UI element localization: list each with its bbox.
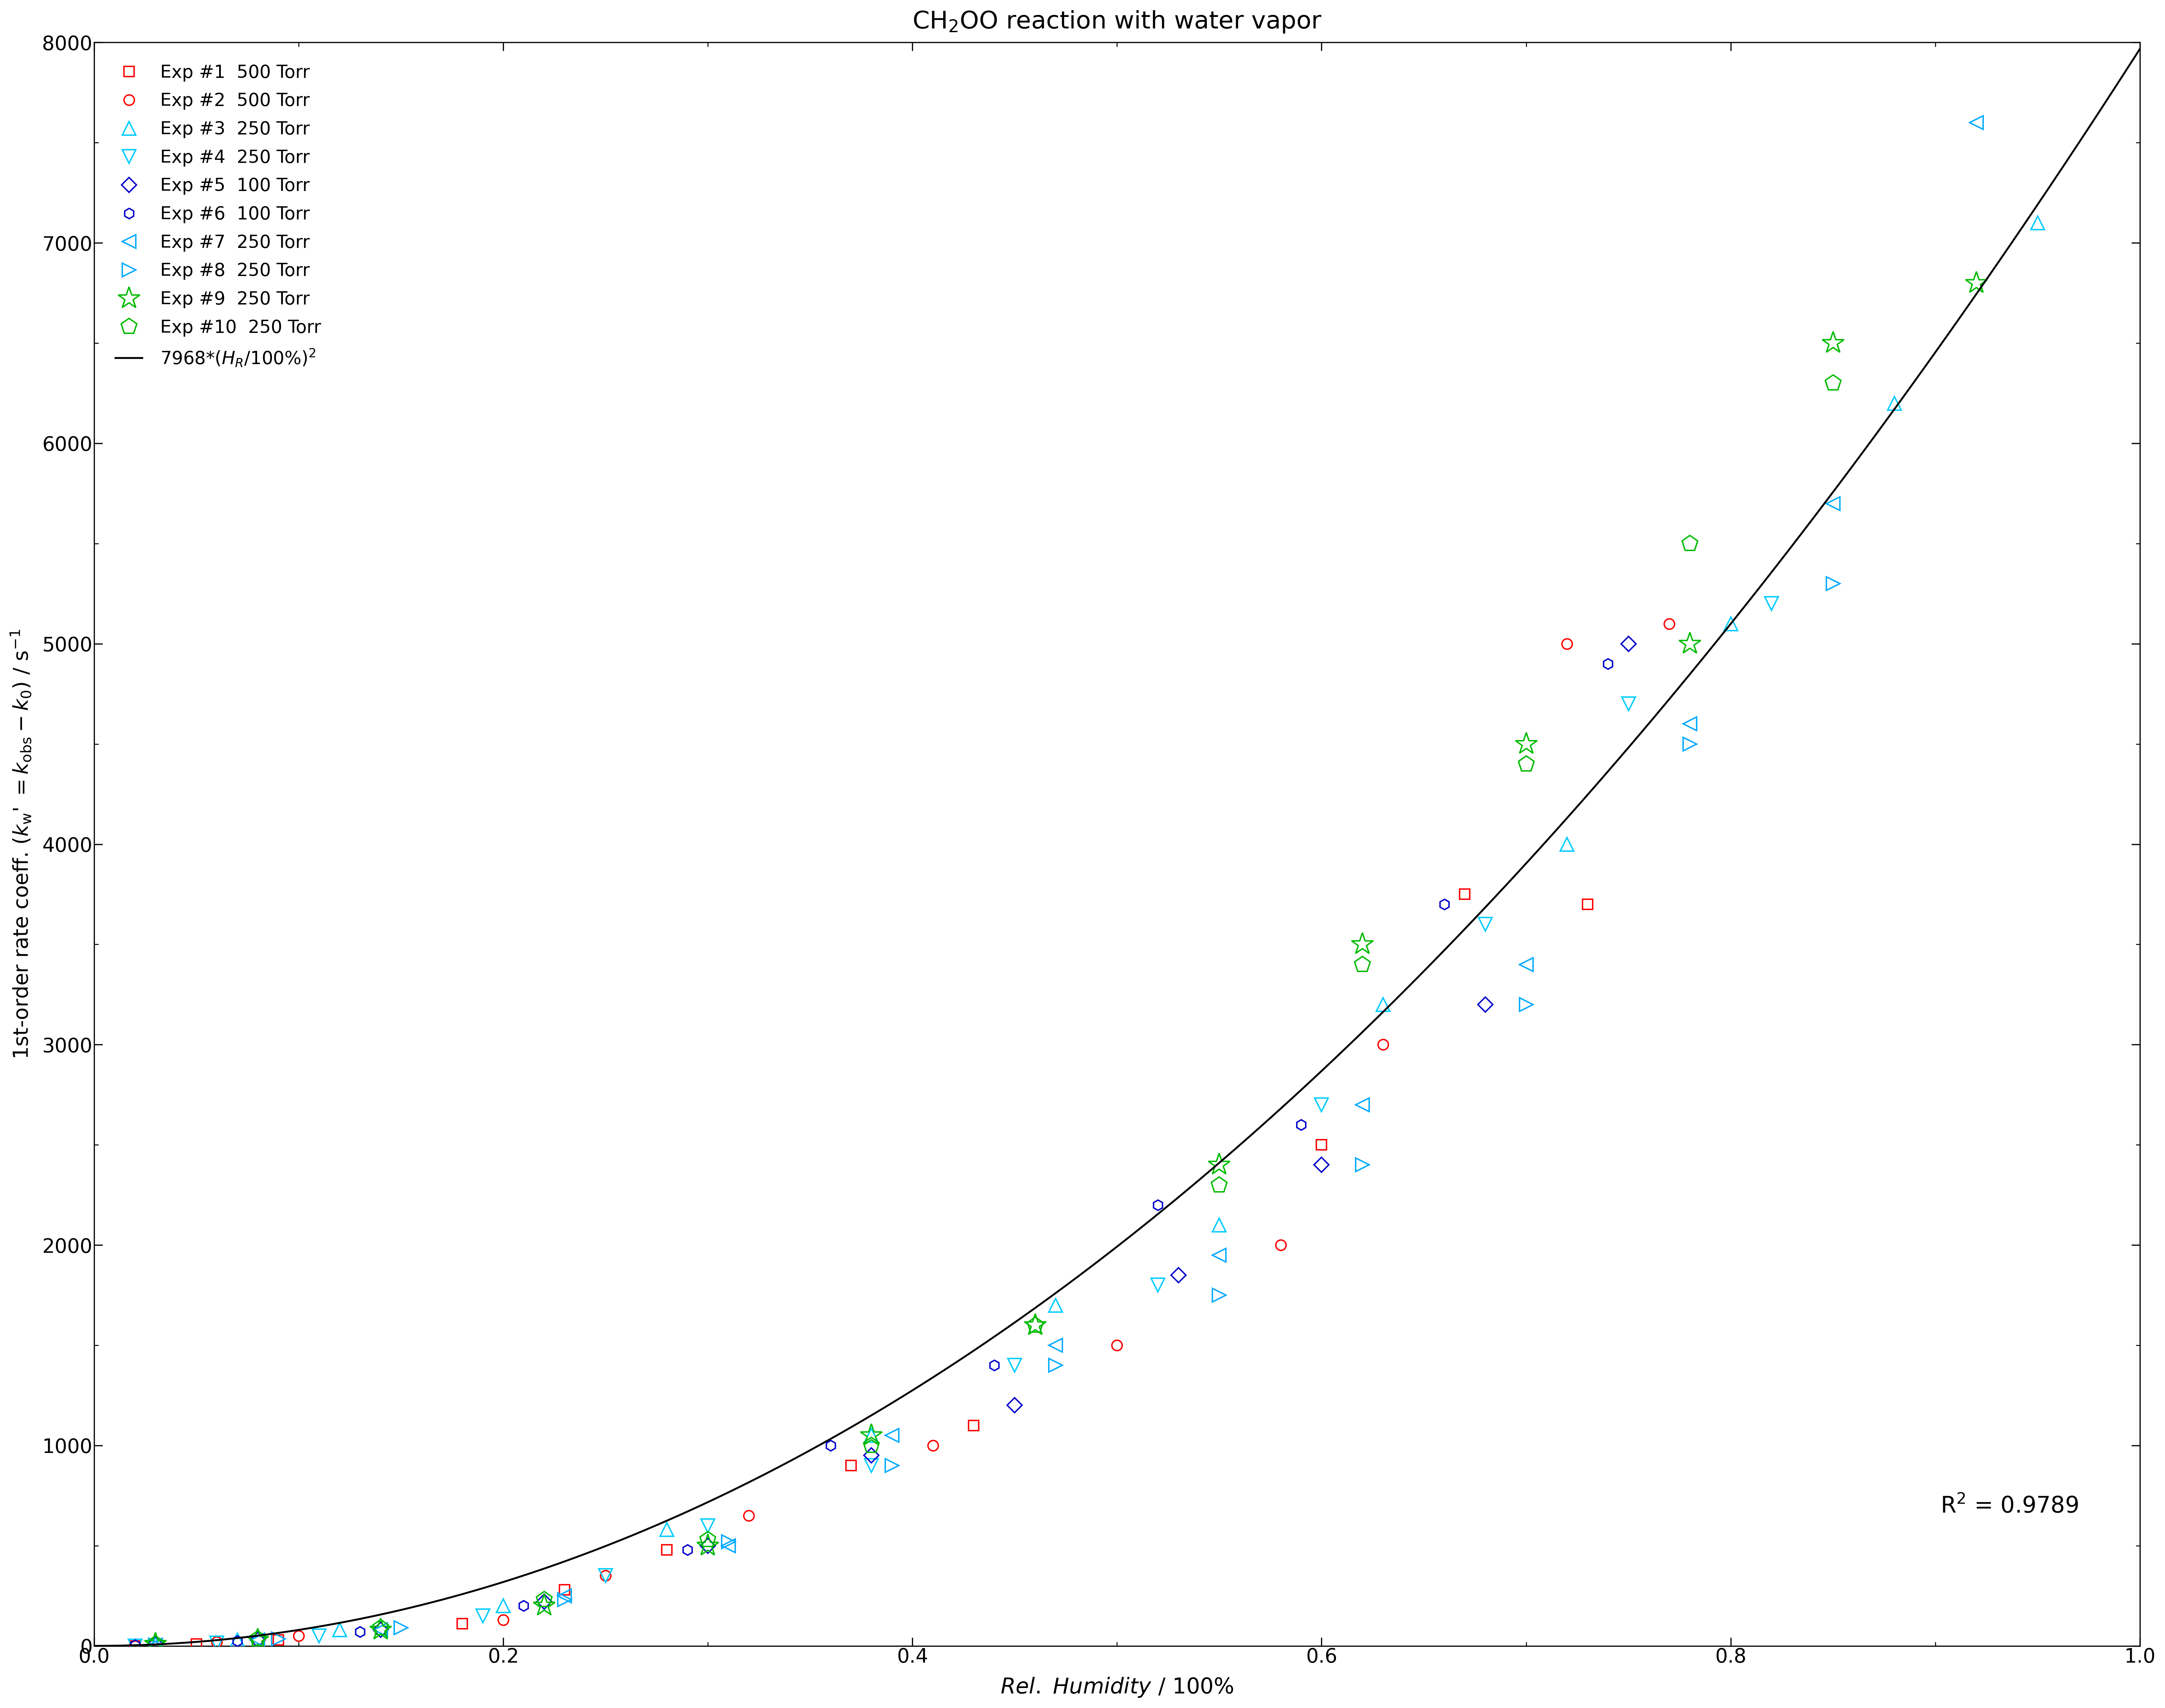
X-axis label: $\it{Rel.\ Humidity\ /\ 100\%}$: $\it{Rel.\ Humidity\ /\ 100\%}$ [1000,1676,1234,1698]
Legend: Exp #1  500 Torr, Exp #2  500 Torr, Exp #3  250 Torr, Exp #4  250 Torr, Exp #5  : Exp #1 500 Torr, Exp #2 500 Torr, Exp #3… [108,56,329,376]
Y-axis label: 1st-order rate coeff. ($k_\mathrm{w}$' $= k_\mathrm{obs} - k_0$) / s$^{-1}$: 1st-order rate coeff. ($k_\mathrm{w}$' $… [9,629,32,1059]
Title: CH$_2$OO reaction with water vapor: CH$_2$OO reaction with water vapor [911,10,1323,34]
Text: R$^2$ = 0.9789: R$^2$ = 0.9789 [1940,1494,2078,1518]
